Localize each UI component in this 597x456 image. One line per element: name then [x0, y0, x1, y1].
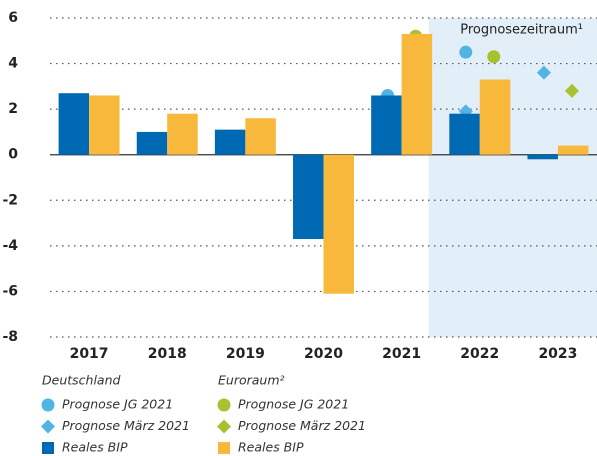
- point: [536, 65, 551, 80]
- x-tick-label: 2017: [70, 346, 109, 362]
- point: [459, 45, 473, 59]
- bar: [167, 113, 198, 155]
- legend-swatch: [42, 442, 54, 454]
- legend-label: Prognose JG 2021: [238, 397, 349, 412]
- legend-title: Euroraum²: [218, 373, 285, 388]
- legend-swatch: [41, 419, 55, 434]
- bar: [479, 79, 511, 155]
- x-tick-label: 2021: [382, 346, 421, 362]
- legend-label: Prognose JG 2021: [62, 397, 173, 412]
- legend-label: Prognose März 2021: [62, 418, 190, 433]
- legend-label: Prognose März 2021: [238, 418, 366, 433]
- y-tick-label: 0: [8, 147, 18, 163]
- bar: [557, 145, 589, 155]
- annotation: Prognosezeitraum¹: [460, 23, 583, 38]
- x-tick-label: 2020: [304, 346, 343, 362]
- bar: [136, 131, 168, 155]
- bar: [58, 93, 90, 155]
- y-tick-label: 2: [8, 101, 18, 117]
- bar: [323, 154, 354, 294]
- x-tick-label: 2018: [148, 346, 187, 362]
- legend-title: Deutschland: [42, 373, 121, 388]
- bar: [293, 154, 324, 240]
- y-tick-label: -4: [2, 238, 18, 254]
- bar: [401, 33, 433, 155]
- x-tick-label: 2019: [226, 346, 265, 362]
- y-tick-label: -2: [2, 192, 18, 208]
- y-tick-label: -8: [2, 329, 18, 345]
- legend-label: Reales BIP: [238, 440, 304, 455]
- y-tick-label: 6: [8, 10, 18, 26]
- legend-swatch: [217, 419, 231, 434]
- legend-swatch: [218, 442, 230, 454]
- y-tick-label: -6: [2, 283, 18, 299]
- legend-swatch: [217, 398, 231, 412]
- bar: [449, 113, 480, 155]
- forecast-region: [428, 18, 597, 337]
- bar: [527, 154, 558, 160]
- point: [487, 50, 501, 64]
- bar: [371, 95, 402, 155]
- x-tick-label: 2022: [460, 346, 499, 362]
- bar: [245, 118, 276, 155]
- y-tick-label: 4: [8, 56, 18, 72]
- x-tick-label: 2023: [538, 346, 577, 362]
- bar: [89, 95, 120, 155]
- legend-swatch: [41, 398, 55, 412]
- bar: [214, 129, 246, 155]
- legend-label: Reales BIP: [62, 440, 128, 455]
- point: [564, 83, 579, 98]
